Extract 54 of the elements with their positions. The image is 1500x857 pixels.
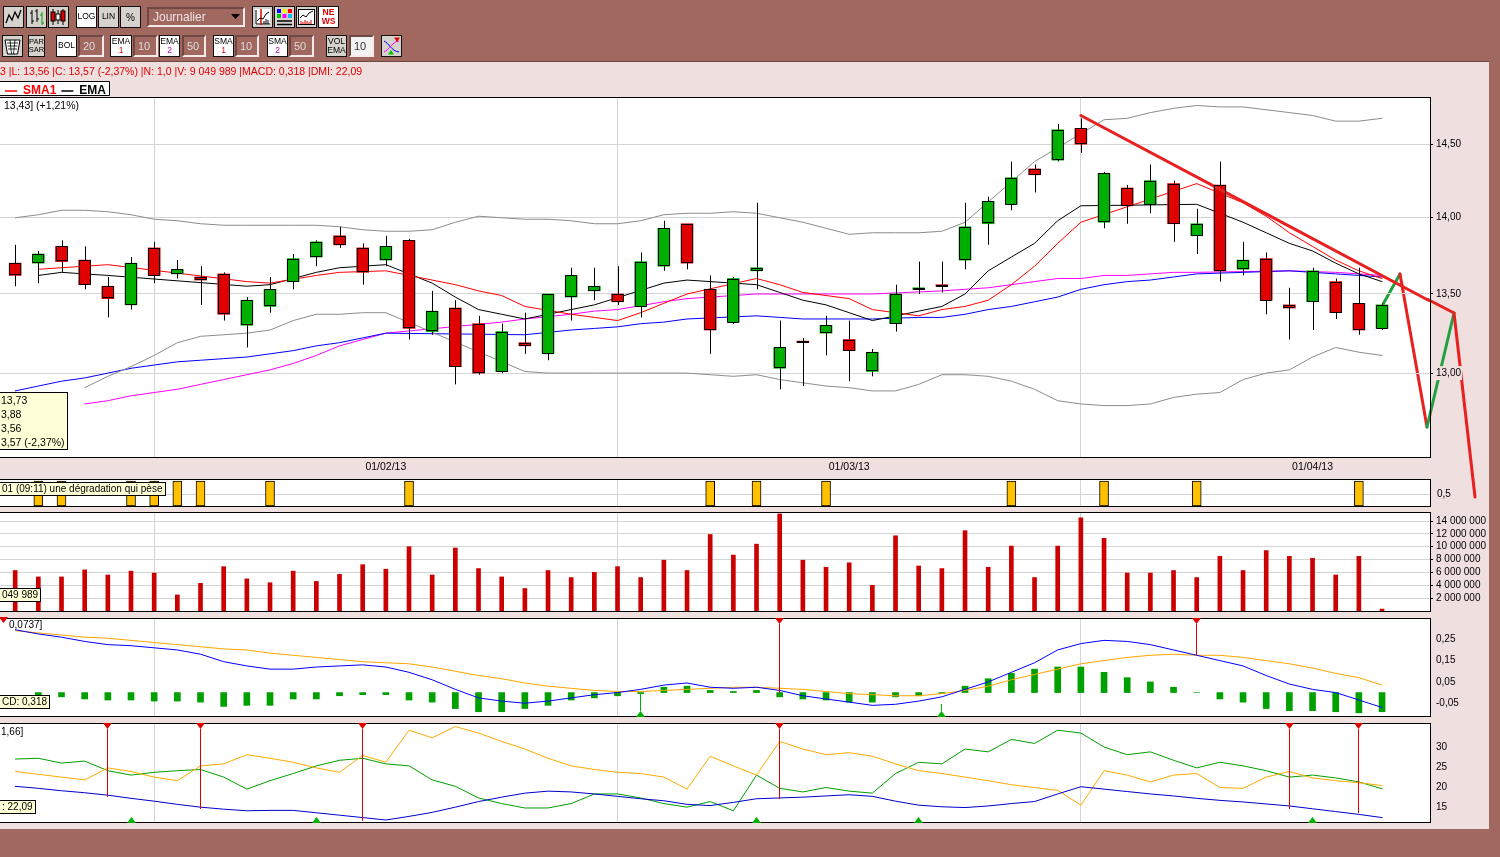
y-tick-label: 13,00 [1436,366,1462,378]
input-field: 50 [289,35,314,57]
annotation: 1,66] [1,726,24,738]
annotation: 13,73 [1,394,28,407]
annotation: 3,56 [1,422,22,435]
annotation: 0,0737] [9,619,43,631]
annotation: 3,57 (-2,37%) [1,436,65,449]
y-tick-label: 15 [1436,800,1448,812]
legend-label: EMA [79,83,107,98]
y-tick-label: 2 000 000 [1436,591,1481,603]
annotation: 13,43] (+1,21%) [4,99,80,112]
input-field: 20 [78,35,104,57]
button: EMA 2 [159,35,180,57]
annotation: 3,88 [1,408,22,421]
y-tick-label: -0,05 [1436,696,1460,708]
text: 3 |L: 13,56 |C: 13,57 (-2,37%) |N: 1,0 |V: 9 049 989 |MACD: 0,318 |DMI: 22,09 [0,65,363,78]
annotation: 01 (09:11) une dégradation qui pèse [0,482,166,496]
legend-label: SMA1 [23,83,57,98]
button: NE WS [318,6,339,28]
button: EMA 1 [110,35,132,57]
y-tick-label: 8 000 000 [1436,553,1481,565]
input-field: 50 [182,35,206,57]
x-tick-label: 01/04/13 [1292,460,1334,473]
button: LOG [76,6,97,28]
button: % [120,6,141,28]
input-field: 10 [133,35,158,57]
x-tick-label: 01/02/13 [365,460,407,473]
input-field: 10 [349,35,374,57]
dropdown: Journalier [147,7,245,27]
y-tick-label: 14 000 000 [1436,514,1487,526]
y-tick-label: 12 000 000 [1436,527,1487,539]
ref-line-label: 0,5 [1437,488,1452,500]
y-tick-label: 25 [1436,760,1448,772]
y-tick-label: 0,15 [1436,654,1456,666]
y-tick-label: 30 [1436,740,1448,752]
button: BOL [56,35,77,57]
input-field: 10 [235,35,259,57]
y-tick-label: 6 000 000 [1436,566,1481,578]
annotation: 049 989 [0,588,42,602]
y-tick-label: 20 [1436,780,1448,792]
y-tick-label: 14,00 [1436,211,1462,223]
button: SMA 1 [213,35,234,57]
y-tick-label: 10 000 000 [1436,540,1487,552]
x-tick-label: 01/03/13 [828,460,870,473]
y-tick-label: 13,50 [1436,287,1462,299]
y-tick-label: 0,05 [1436,675,1456,687]
button: LIN [98,6,119,28]
annotation: CD: 0,318 [0,695,51,709]
y-tick-label: 0,25 [1436,633,1456,645]
button: VOL EMA [326,35,347,57]
y-tick-label: 14,50 [1436,137,1462,149]
y-tick-label: 4 000 000 [1436,579,1481,591]
button: SMA 2 [267,35,288,57]
annotation: : 22,09 [0,800,36,814]
